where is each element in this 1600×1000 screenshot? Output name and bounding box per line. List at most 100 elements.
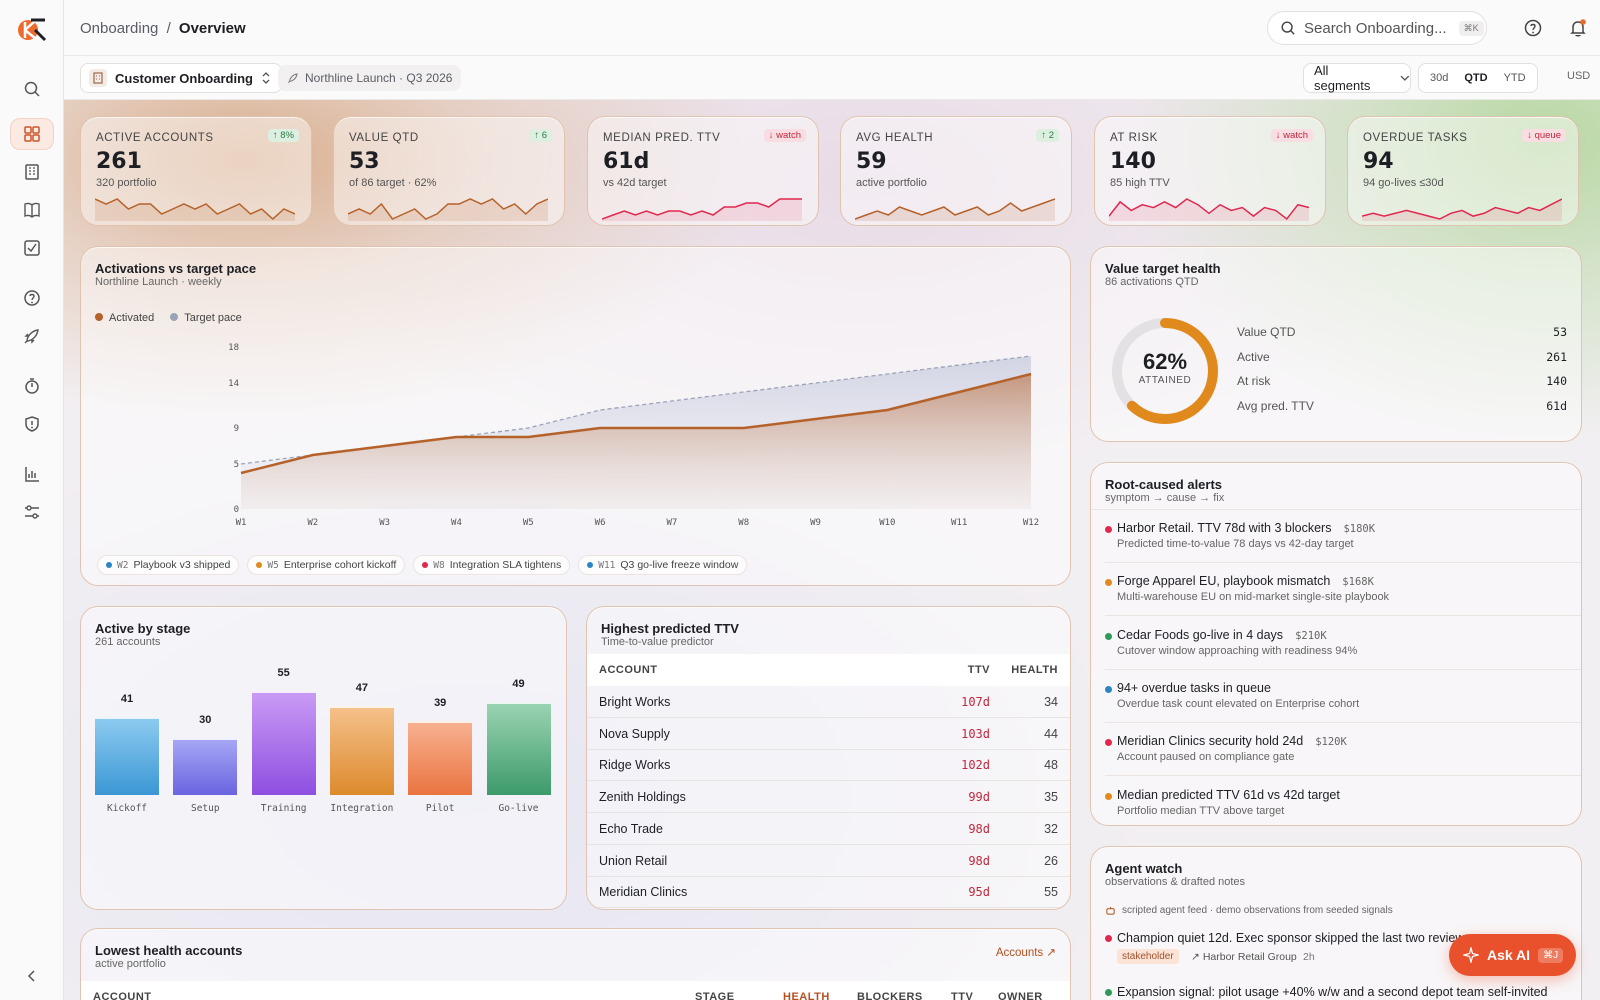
stage-label: Integration [330,803,394,814]
range-ytd[interactable]: YTD [1503,72,1526,84]
range-30d[interactable]: 30d [1430,72,1449,84]
milestone-label: Playbook v3 shipped [133,559,231,571]
table-row[interactable]: Ridge Works 102d 48 [587,749,1070,782]
book-icon[interactable] [10,194,54,226]
accounts-link[interactable]: Accounts ↗ [995,947,1056,959]
alert-item[interactable]: Meridian Clinics security hold 24d $120K A… [1105,723,1581,777]
segment-select[interactable]: All segments [1303,63,1411,93]
currency-label[interactable]: USD [1567,70,1591,82]
stage-bar-group[interactable]: 30 Setup [173,607,238,827]
lowest-col-health[interactable]: HEALTH [783,991,830,1000]
lowest-col-owner[interactable]: OWNER [998,991,1043,1000]
alert-item[interactable]: Cedar Foods go-live in 4 days $210K Cutove… [1105,617,1581,670]
alert-item[interactable]: Median predicted TTV 61d vs 42d target Po… [1105,777,1581,826]
kpi-card[interactable]: ACTIVE ACCOUNTS 261 320 portfolio ↑ 8% [80,116,312,226]
sidebar [0,0,64,1000]
lowest-col-account[interactable]: ACCOUNT [93,991,152,1000]
help-icon[interactable] [10,282,54,314]
x-tick-label: W12 [1023,518,1039,528]
agent-item-account[interactable]: ↗ Harbor Retail Group [1191,951,1297,963]
kpi-card[interactable]: OVERDUE TASKS 94 94 go-lives ≤30d ↓ queue [1347,116,1579,226]
ttv-col-ttv[interactable]: TTV [967,664,990,676]
kpi-card[interactable]: MEDIAN PRED. TTV 61d vs 42d target ↓ watch [587,116,819,226]
milestone-chip[interactable]: W8 Integration SLA tightens [413,555,571,575]
value-health-title: Value target health [1105,261,1221,276]
stage-bar-group[interactable]: 39 Pilot [408,607,473,827]
stage-bar-group[interactable]: 55 Training [251,607,316,827]
sliders-icon[interactable] [10,496,54,528]
ask-ai-button[interactable]: Ask AI ⌘J [1449,934,1576,976]
launch-chip[interactable]: Northline Launch · Q3 2026 [278,65,462,91]
ttv-account: Zenith Holdings [599,790,686,805]
alert-item[interactable]: 94+ overdue tasks in queue Overdue task c… [1105,670,1581,723]
search-input[interactable]: Search Onboarding... ⌘K [1267,11,1487,45]
stage-bar-group[interactable]: 41 Kickoff [95,607,159,827]
alert-title-wrap: Harbor Retail. TTV 78d with 3 blockers $1… [1117,521,1375,535]
stage-bar-group[interactable]: 47 Integration [329,607,394,827]
agent-item[interactable]: Champion quiet 12d. Exec sponsor skipped… [1105,927,1581,981]
table-row[interactable]: Meridian Clinics 95d 55 [587,876,1070,909]
ttv-health: 44 [1044,726,1058,741]
app-logo[interactable] [17,17,47,43]
milestone-chip[interactable]: W11 Q3 go-live freeze window [578,555,748,575]
value-health-subtitle: 86 activations QTD [1105,276,1199,288]
stage-label: Kickoff [106,803,148,814]
table-row[interactable]: Nova Supply 103d 44 [587,718,1070,750]
workspace-selector[interactable]: Customer Onboarding [80,63,282,93]
ttv-col-account[interactable]: ACCOUNT [599,664,658,676]
robot-icon [1106,906,1115,915]
checkbox-icon[interactable] [10,232,54,264]
alert-item[interactable]: Forge Apparel EU, playbook mismatch $168K… [1105,563,1581,617]
agent-feed-note: scripted agent feed · demo observations … [1105,905,1393,916]
kpi-card[interactable]: AT RISK 140 85 high TTV ↓ watch [1094,116,1326,226]
table-row[interactable]: Bright Works 107d 34 [587,686,1070,718]
agent-item-tag[interactable]: stakeholder [1117,949,1179,964]
x-tick-label: W1 [236,518,247,528]
ttv-health: 32 [1044,821,1058,836]
help-icon[interactable] [1523,18,1543,38]
bar-chart-icon[interactable] [10,458,54,490]
alerts-title: Root-caused alerts [1105,477,1223,492]
chevron-updown-icon [262,72,270,84]
kpi-sparkline [348,198,548,221]
table-row[interactable]: Union Retail 98d 26 [587,845,1070,877]
building-icon[interactable] [10,156,54,188]
activated-area [241,374,1031,509]
value-health-value: 61d [1546,398,1567,413]
agent-item[interactable]: Expansion signal: pilot usage +40% w/w a… [1105,981,1581,1000]
y-tick-label: 5 [234,460,239,470]
breadcrumb-parent[interactable]: Onboarding [80,20,159,37]
ttv-col-health[interactable]: HEALTH [1011,664,1058,676]
shield-icon[interactable] [10,408,54,440]
lowest-col-blockers[interactable]: BLOCKERS [857,991,923,1000]
table-row[interactable]: Echo Trade 98d 32 [587,813,1070,845]
notifications-bell-icon[interactable] [1568,18,1588,38]
lowest-col-ttv[interactable]: TTV [951,991,974,1000]
kpi-card[interactable]: AVG HEALTH 59 active portfolio ↑ 2 [840,116,1072,226]
stage-label: Training [260,803,307,814]
range-qtd[interactable]: QTD [1464,72,1488,84]
legend-target[interactable]: Target pace [170,312,242,324]
kpi-sparkline-area [602,199,802,221]
search-icon[interactable] [10,73,54,105]
agent-feed-text: scripted agent feed · demo observations … [1122,905,1393,916]
alert-item[interactable]: Harbor Retail. TTV 78d with 3 blockers $1… [1105,510,1581,563]
stage-bar-group[interactable]: 49 Go-live [486,607,551,827]
breadcrumb-current: Overview [178,20,246,37]
kpi-sparkline-area [855,199,1055,221]
y-tick-label: 14 [228,379,239,389]
table-row[interactable]: Zenith Holdings 99d 35 [587,781,1070,814]
lowest-col-stage[interactable]: STAGE [695,991,735,1000]
kpi-card[interactable]: VALUE QTD 53 of 86 target · 62% ↑ 6 [333,116,565,226]
timer-icon[interactable] [10,370,54,402]
collapse-sidebar-icon[interactable] [10,960,54,992]
legend-activated[interactable]: Activated [95,312,154,324]
rocket-icon[interactable] [10,320,54,352]
milestone-chip[interactable]: W5 Enterprise cohort kickoff [247,555,406,575]
milestone-chip[interactable]: W2 Playbook v3 shipped [97,555,240,575]
launch-label: Northline Launch · Q3 2026 [305,71,453,85]
kpi-label: MEDIAN PRED. TTV [603,132,721,144]
kpi-sparkline-line [1362,198,1562,220]
value-health-row: Active 261 [1237,350,1567,364]
dashboard-icon[interactable] [10,118,54,150]
